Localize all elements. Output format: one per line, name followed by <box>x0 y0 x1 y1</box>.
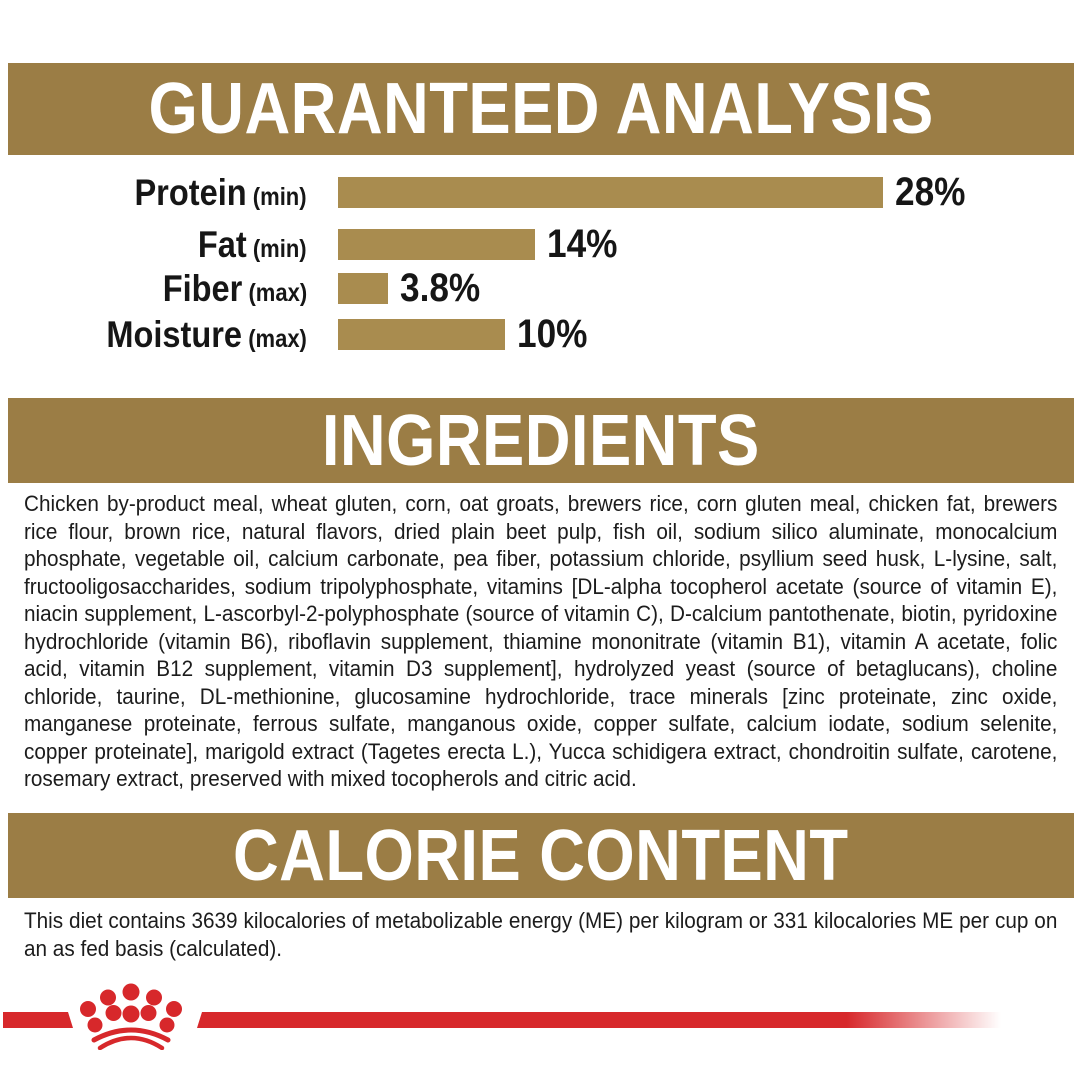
brand-stripe-left <box>3 1012 73 1028</box>
fat-qualifier: (min) <box>253 234 307 263</box>
calorie-content-title: CALORIE CONTENT <box>233 815 849 896</box>
moisture-value: 10% <box>517 312 588 356</box>
moisture-label: Moisture (max) <box>0 316 307 353</box>
calorie-content-band: CALORIE CONTENT <box>8 813 1074 898</box>
protein-name: Protein <box>134 171 248 213</box>
ingredients-title: INGREDIENTS <box>322 400 760 481</box>
fat-row: Fat (min) 14% <box>0 222 1080 266</box>
fat-label: Fat (min) <box>0 226 307 263</box>
ingredients-band: INGREDIENTS <box>8 398 1074 483</box>
calorie-content-paragraph: This diet contains 3639 kilocalories of … <box>24 908 1058 961</box>
moisture-qualifier: (max) <box>248 324 307 353</box>
protein-row: Protein (min) 28% <box>0 170 1080 214</box>
royal-canin-crown-icon <box>80 983 182 1050</box>
fat-value: 14% <box>547 222 618 266</box>
protein-value: 28% <box>895 170 966 214</box>
protein-label: Protein (min) <box>0 174 307 211</box>
fiber-bar <box>338 272 388 304</box>
fiber-qualifier: (max) <box>248 278 307 307</box>
fiber-row: Fiber (max) 3.8% <box>0 266 1080 310</box>
fiber-value: 3.8% <box>400 266 481 310</box>
protein-bar <box>338 176 883 208</box>
guaranteed-analysis-title: GUARANTEED ANALYSIS <box>148 69 934 149</box>
guaranteed-analysis-band: GUARANTEED ANALYSIS <box>8 63 1074 155</box>
fat-bar <box>338 228 535 260</box>
fiber-label: Fiber (max) <box>0 270 307 307</box>
ingredients-paragraph: Chicken by-product meal, wheat gluten, c… <box>24 491 1058 791</box>
moisture-name: Moisture <box>106 313 243 355</box>
protein-qualifier: (min) <box>253 182 307 211</box>
moisture-bar <box>338 318 505 350</box>
brand-stripe-right <box>197 1012 1009 1028</box>
fat-name: Fat <box>198 223 248 265</box>
moisture-row: Moisture (max) 10% <box>0 312 1080 356</box>
fiber-name: Fiber <box>162 267 243 309</box>
